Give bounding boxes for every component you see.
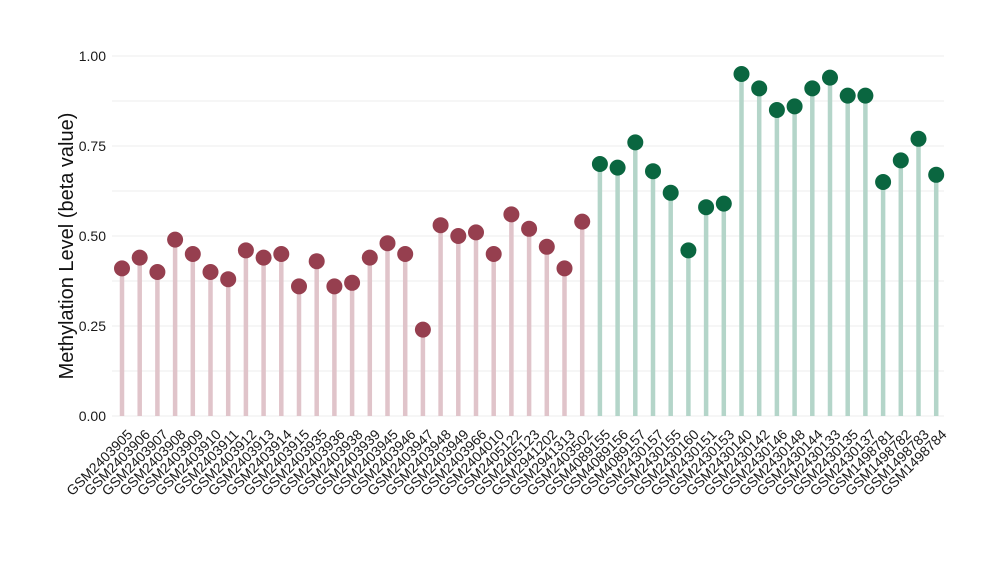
lollipop-dot — [910, 130, 927, 147]
lollipop-dot — [804, 80, 821, 97]
y-tick-label: 0.00 — [79, 408, 106, 424]
lollipop-dot — [662, 184, 679, 201]
lollipop-dot — [768, 102, 785, 118]
lollipop-dot — [822, 69, 838, 86]
lollipop-dot — [326, 278, 343, 295]
lollipop-dot — [184, 246, 201, 262]
lollipop-dot — [308, 253, 325, 270]
y-tick-label: 1.00 — [79, 48, 106, 64]
lollipop-dot — [875, 174, 892, 190]
lollipop-dot — [892, 152, 909, 169]
lollipop-dot — [698, 199, 715, 216]
lollipop-dot — [786, 98, 803, 115]
lollipop-dot — [379, 235, 396, 252]
lollipop-dot — [556, 260, 573, 277]
lollipop-dot — [361, 249, 378, 266]
lollipop-dot — [149, 264, 166, 280]
lollipop-dot — [237, 242, 254, 259]
y-tick-label: 0.75 — [79, 138, 106, 154]
lollipop-dot — [503, 206, 520, 223]
lollipop-dot — [432, 217, 449, 234]
lollipop-dot — [450, 228, 467, 244]
lollipop-dot — [167, 231, 184, 248]
y-axis-tick-labels: 0.00 0.25 0.50 0.75 1.00 — [79, 48, 106, 424]
lollipop-dot — [485, 246, 502, 262]
y-tick-label: 0.50 — [79, 228, 106, 244]
y-tick-label: 0.25 — [79, 318, 106, 334]
lollipop-dot — [609, 159, 626, 176]
lollipop-dot — [202, 264, 219, 280]
y-axis-title: Methylation Level (beta value) — [56, 113, 78, 380]
lollipop-dot — [291, 278, 307, 295]
lollipop-stems — [119, 74, 939, 416]
lollipop-dot — [538, 238, 555, 255]
lollipop-dot — [839, 87, 856, 104]
lollipop-dot — [397, 246, 414, 262]
lollipop-dot — [928, 166, 945, 183]
lollipop-dot — [468, 224, 484, 241]
lollipop-dot — [114, 260, 130, 277]
lollipop-dot — [344, 274, 361, 291]
lollipop-dot — [645, 163, 661, 180]
x-axis-tick-labels: GSM2403905GSM2403906GSM2403907GSM2403908… — [63, 426, 950, 499]
lollipop-dot — [733, 66, 750, 82]
lollipop-dot — [273, 246, 290, 262]
lollipop-dot — [220, 271, 237, 288]
lollipop-dot — [521, 220, 538, 237]
lollipop-dot — [414, 321, 431, 338]
lollipop-dot — [255, 249, 272, 266]
lollipop-dot — [591, 156, 608, 172]
lollipop-dot — [680, 242, 697, 259]
lollipop-dots — [114, 66, 945, 338]
lollipop-dot — [574, 213, 591, 230]
lollipop-dot — [715, 195, 732, 212]
lollipop-dot — [751, 80, 768, 97]
lollipop-dot — [857, 87, 874, 104]
lollipop-dot — [131, 249, 148, 266]
lollipop-dot — [627, 134, 644, 151]
